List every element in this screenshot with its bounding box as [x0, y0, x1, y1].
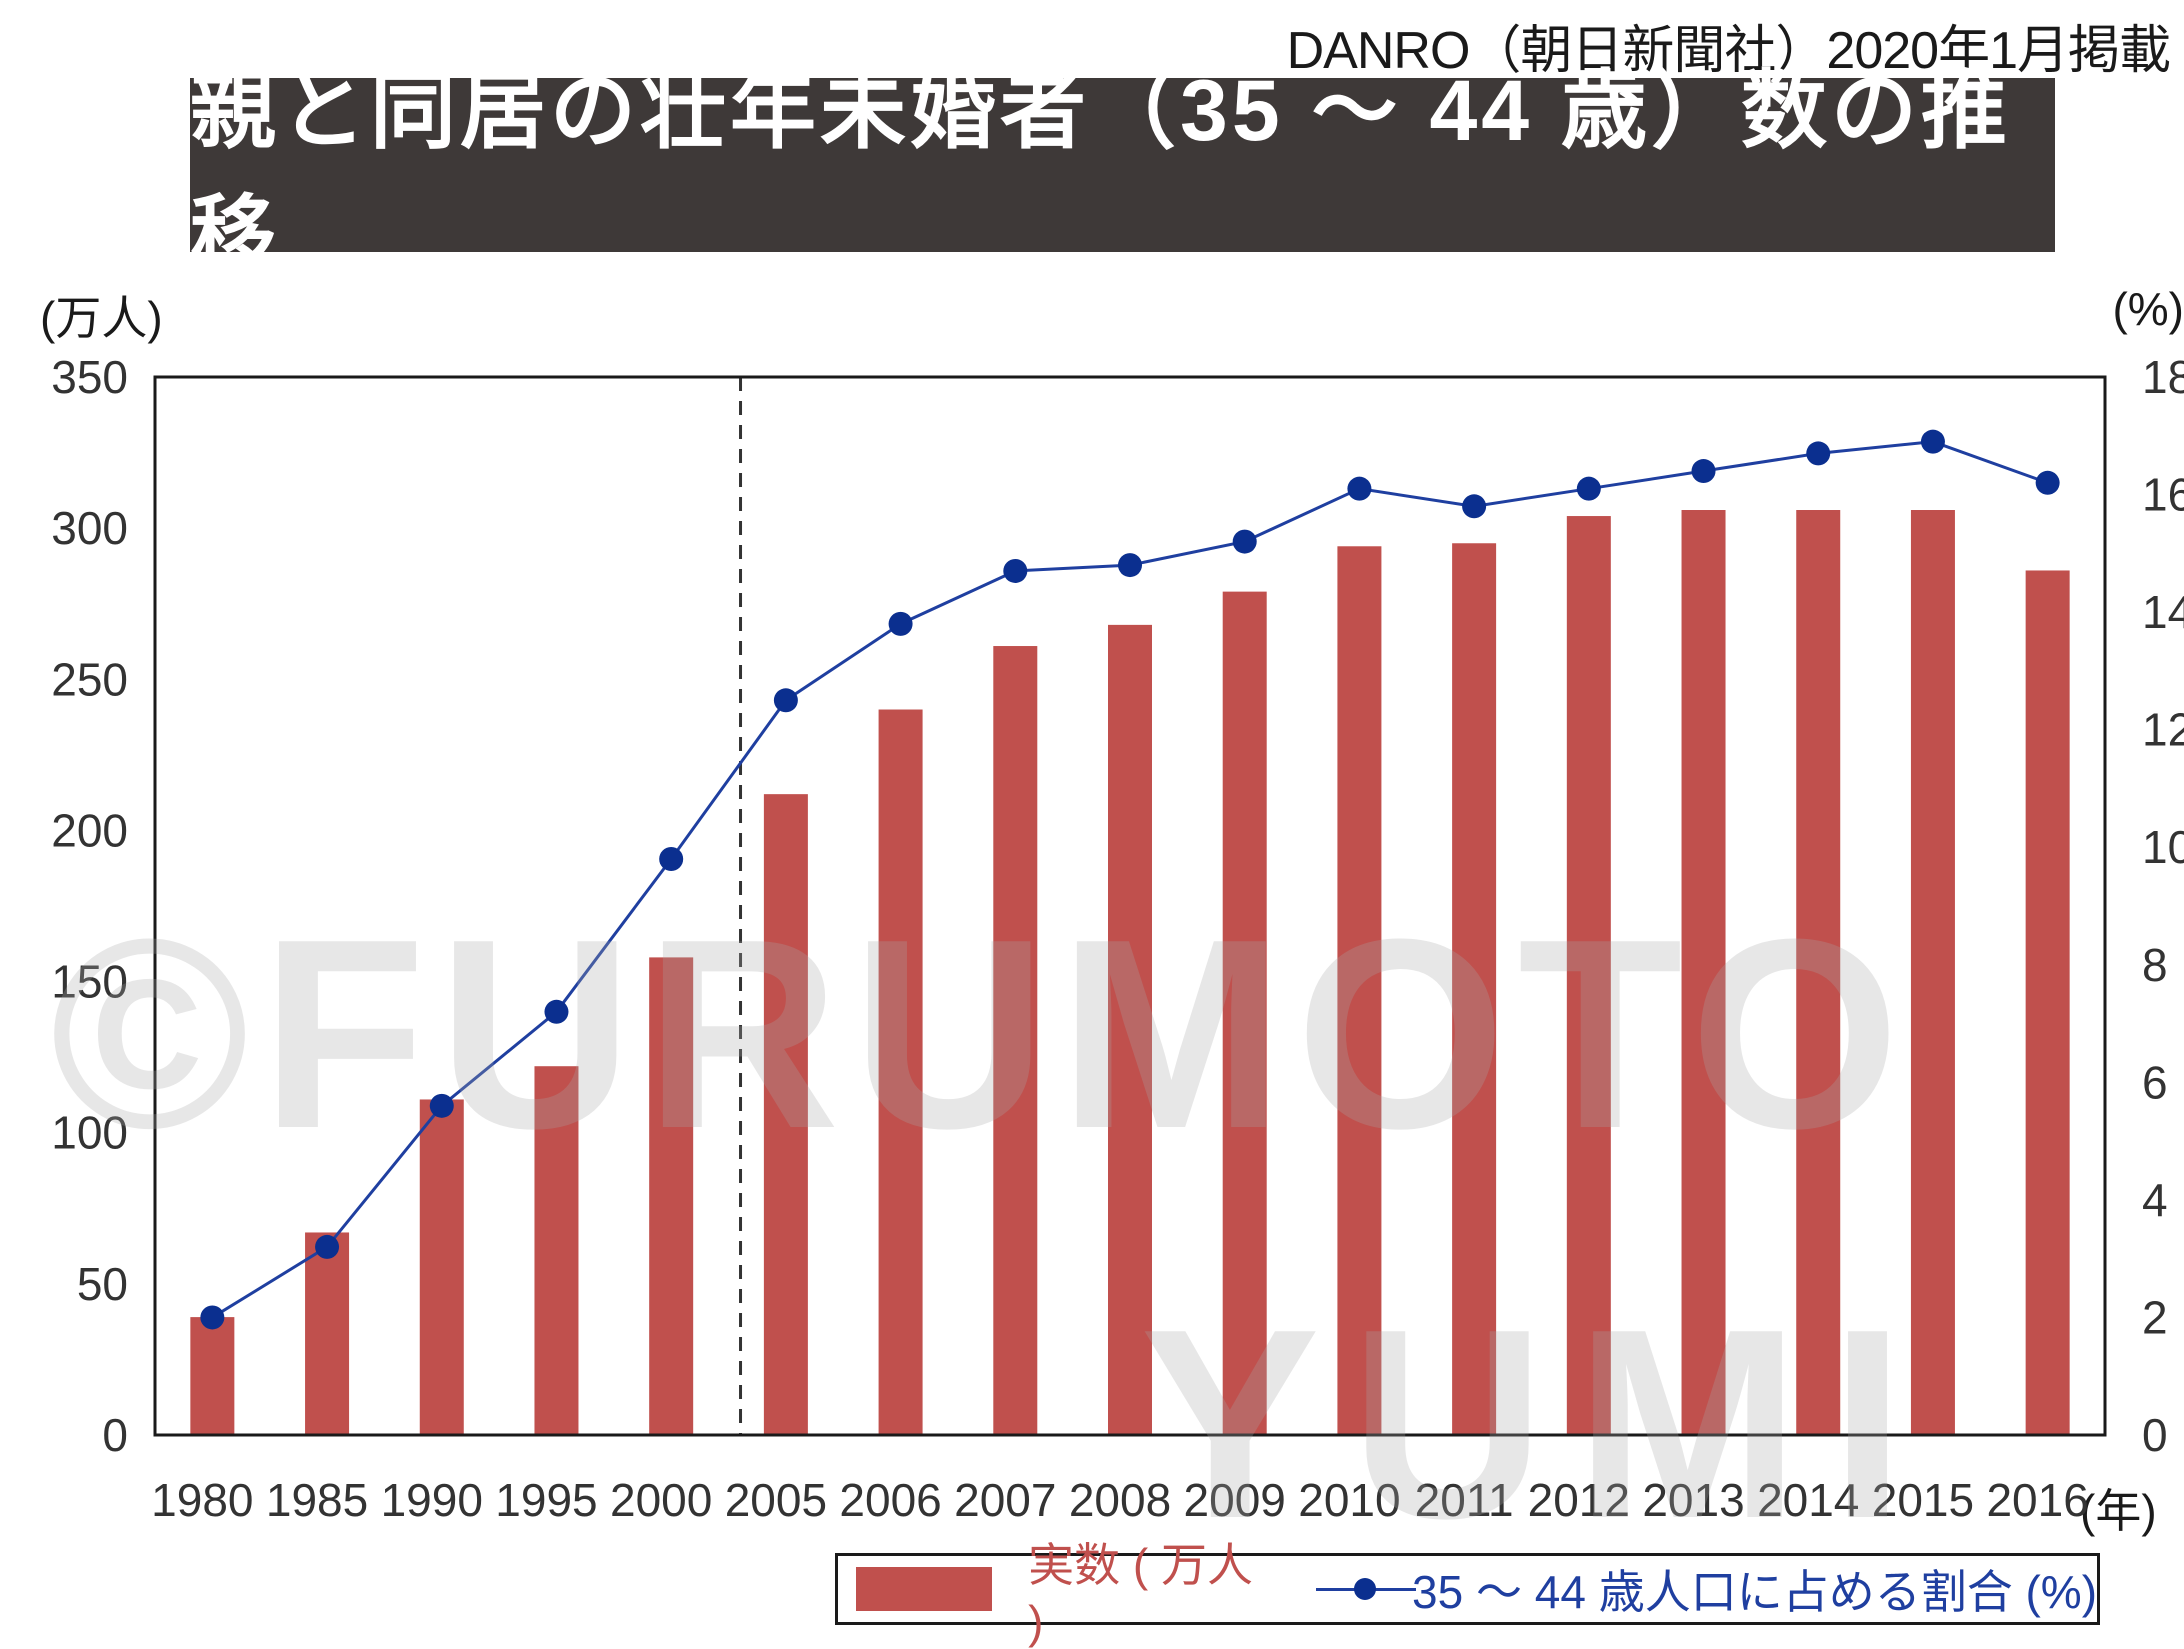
legend-line-marker: [1315, 1574, 1416, 1604]
left-tick-300: 300: [51, 502, 128, 554]
bar-2010: [1337, 546, 1382, 1435]
left-tick-0: 0: [102, 1409, 128, 1461]
legend-line-label: 35 ～ 44 歳人口に占める割合 (%): [1412, 1566, 2098, 1618]
ratio-point-1995: [544, 999, 569, 1024]
source-credit: DANRO（朝日新聞社）2020年1月掲載: [1286, 22, 2171, 80]
left-tick-50: 50: [77, 1258, 128, 1310]
x-label-2005: 2005: [725, 1474, 827, 1526]
bar-1985: [305, 1232, 350, 1435]
x-label-1980: 1980: [151, 1474, 253, 1526]
right-tick-8: 8: [2142, 939, 2168, 991]
bar-2013: [1681, 510, 1726, 1435]
bar-1990: [419, 1099, 464, 1435]
right-tick-14: 14: [2142, 586, 2184, 638]
ratio-point-2011: [1462, 494, 1487, 519]
bar-2009: [1222, 591, 1267, 1435]
chart-legend: 実数 ( 万人 ) 35 ～ 44 歳人口に占める割合 (%): [835, 1539, 2100, 1648]
ratio-point-1980: [200, 1305, 225, 1330]
bar-2012: [1566, 516, 1611, 1435]
bar-1995: [534, 1066, 579, 1435]
left-tick-100: 100: [51, 1107, 128, 1159]
x-label-2014: 2014: [1757, 1474, 1859, 1526]
left-tick-150: 150: [51, 956, 128, 1008]
bar-2005: [763, 794, 808, 1435]
x-label-2013: 2013: [1642, 1474, 1744, 1526]
left-axis-unit: (万人): [40, 292, 163, 344]
x-label-2007: 2007: [954, 1474, 1056, 1526]
right-tick-0: 0: [2142, 1409, 2168, 1461]
ratio-point-2016: [2035, 470, 2060, 495]
ratio-point-2014: [1806, 441, 1831, 466]
ratio-point-2010: [1347, 476, 1372, 501]
right-tick-16: 16: [2142, 469, 2184, 521]
ratio-point-2015: [1920, 429, 1945, 454]
ratio-point-2009: [1232, 529, 1257, 554]
x-label-2016: 2016: [1986, 1474, 2088, 1526]
x-label-2008: 2008: [1069, 1474, 1171, 1526]
ratio-point-2000: [659, 846, 684, 871]
right-axis-unit: (%): [2112, 283, 2184, 335]
x-label-2015: 2015: [1872, 1474, 1974, 1526]
left-tick-200: 200: [51, 804, 128, 856]
right-tick-2: 2: [2142, 1291, 2168, 1343]
chart-title: 親と同居の壮年未婚者（35 ～ 44 歳）数の推移: [190, 63, 2011, 284]
x-label-2011: 2011: [1415, 1474, 1514, 1526]
bar-2000: [649, 957, 694, 1435]
bar-2015: [1910, 510, 1955, 1435]
left-tick-350: 350: [51, 351, 128, 403]
bar-2011: [1452, 543, 1497, 1435]
x-label-2010: 2010: [1298, 1474, 1400, 1526]
ratio-point-2008: [1118, 553, 1142, 578]
x-axis-unit: (年): [2080, 1485, 2157, 1537]
ratio-point-2013: [1691, 459, 1716, 484]
bar-2016: [2025, 570, 2070, 1435]
right-tick-4: 4: [2142, 1174, 2168, 1226]
right-tick-10: 10: [2142, 821, 2184, 873]
plot-frame: [153, 375, 2107, 1437]
bar-2007: [993, 646, 1038, 1435]
x-label-1990: 1990: [381, 1474, 483, 1526]
bar-2008: [1108, 624, 1152, 1435]
left-tick-250: 250: [51, 653, 128, 705]
x-label-2006: 2006: [839, 1474, 941, 1526]
ratio-point-2006: [888, 611, 913, 636]
ratio-point-2007: [1003, 558, 1028, 583]
right-tick-6: 6: [2142, 1056, 2168, 1108]
ratio-point-1990: [429, 1093, 454, 1118]
legend-bar-swatch: [856, 1567, 993, 1611]
x-label-2000: 2000: [610, 1474, 712, 1526]
x-label-1995: 1995: [495, 1474, 597, 1526]
bar-1980: [190, 1317, 235, 1435]
title-banner: 親と同居の壮年未婚者（35 ～ 44 歳）数の推移: [190, 63, 2055, 284]
legend-bar-label: 実数 ( 万人 ): [1028, 1539, 1253, 1648]
right-tick-12: 12: [2142, 704, 2184, 756]
x-label-1985: 1985: [266, 1474, 368, 1526]
bar-2006: [878, 709, 923, 1435]
ratio-point-2005: [773, 688, 798, 713]
ratio-point-1985: [315, 1234, 340, 1259]
right-tick-18: 18: [2142, 351, 2184, 403]
x-label-2009: 2009: [1184, 1474, 1286, 1526]
ratio-point-2012: [1576, 476, 1601, 501]
x-label-2012: 2012: [1528, 1474, 1630, 1526]
bar-2014: [1796, 510, 1841, 1435]
